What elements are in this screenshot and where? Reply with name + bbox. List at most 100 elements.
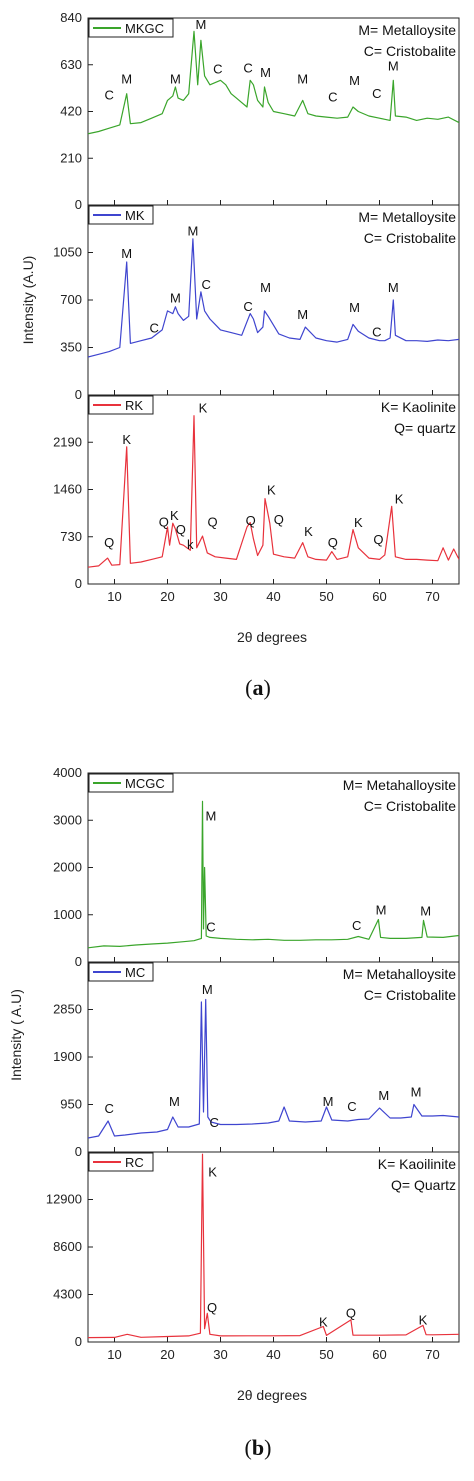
peak-label-rk: K	[267, 483, 276, 498]
peak-label-mcgc: C	[352, 918, 361, 933]
x-tick-label-rc: 10	[107, 1347, 121, 1362]
peak-label-rk: Q	[246, 513, 256, 528]
y-tick-label-mc: 2850	[53, 1002, 82, 1017]
peak-label-rk: K	[199, 400, 208, 415]
y-tick-label-mkgc: 0	[75, 197, 82, 212]
phase-note-mc: C= Cristobalite	[364, 987, 456, 1003]
peak-label-rk: K	[354, 515, 363, 530]
peak-label-mkgc: M	[260, 65, 271, 80]
y-tick-label-mcgc: 0	[75, 954, 82, 969]
legend-label-mkgc: MKGC	[125, 21, 164, 36]
x-tick-label-rk: 60	[372, 589, 386, 604]
y-tick-label-rc: 0	[75, 1334, 82, 1349]
series-line-mcgc	[88, 800, 459, 949]
caption-b: (b)	[245, 1435, 272, 1460]
panel-mkgc: 0 210 420 630 840 MKGC M= Metalloysite C= Crist…	[60, 10, 460, 212]
x-axis-label-b: 2θ degrees	[237, 1387, 307, 1403]
peak-label-mk: M	[297, 307, 308, 322]
phase-note-mk: M= Metalloysite	[358, 209, 456, 225]
x-tick-label-rk: 40	[266, 589, 280, 604]
peak-label-mk: M	[121, 246, 132, 261]
y-tick-label-mc: 1900	[53, 1049, 82, 1064]
peak-label-mc: M	[411, 1085, 422, 1100]
peak-label-mcgc: C	[206, 919, 215, 934]
legend-box-mcgc	[88, 773, 174, 793]
peak-label-rc: K	[208, 1164, 217, 1179]
peak-label-mkgc: C	[243, 61, 252, 76]
peak-label-mkgc: M	[121, 72, 132, 87]
x-tick-label-rk: 10	[107, 589, 121, 604]
phase-note-mkgc: C= Cristobalite	[364, 43, 456, 59]
y-tick-label-mc: 950	[60, 1097, 82, 1112]
phase-note-mk: C= Cristobalite	[364, 230, 456, 246]
x-tick-label-rc: 50	[319, 1347, 333, 1362]
phase-note-mcgc: C= Cristobalite	[364, 798, 456, 814]
y-tick-label-rc: 8600	[53, 1239, 82, 1254]
peak-label-rk: Q	[207, 514, 217, 529]
x-tick-label-rk: 30	[213, 589, 227, 604]
y-tick-label-rk: 1460	[53, 482, 82, 497]
y-tick-label-rc: 4300	[53, 1287, 82, 1302]
panel-mk: 0 350 700 1050 MK M= Metalloysite C= Cristobal…	[53, 204, 460, 402]
peak-label-rk: Q	[176, 522, 186, 537]
x-tick-label-rc: 70	[425, 1347, 439, 1362]
peak-label-rk: Q	[104, 535, 114, 550]
phase-note-rk: Q= quartz	[394, 420, 456, 436]
legend-label-rk: RK	[125, 398, 143, 413]
peak-label-mk: C	[150, 321, 159, 336]
peak-label-mkgc: M	[297, 72, 308, 87]
x-tick-label-rk: 20	[160, 589, 174, 604]
y-tick-label-mk: 350	[60, 340, 82, 355]
peak-label-mkgc: M	[195, 17, 206, 32]
peak-label-mcgc: M	[376, 902, 387, 917]
peak-label-rk: K	[122, 432, 131, 447]
peak-label-mkgc: C	[105, 87, 114, 102]
peak-label-mc: C	[105, 1101, 114, 1116]
x-tick-label-rc: 40	[266, 1347, 280, 1362]
peak-label-mk: C	[201, 277, 210, 292]
x-tick-label-rk: 70	[425, 589, 439, 604]
series-line-rk	[88, 415, 459, 568]
peak-label-mk: C	[243, 299, 252, 314]
peak-label-rk: k	[187, 537, 194, 552]
peak-label-mc: C	[347, 1099, 356, 1114]
y-tick-label-rk: 2190	[53, 434, 82, 449]
peak-label-rc: K	[419, 1312, 428, 1327]
y-tick-label-mkgc: 420	[60, 104, 82, 119]
y-axis-label-a: Intensity (A.U)	[20, 256, 36, 345]
x-tick-label-rc: 60	[372, 1347, 386, 1362]
x-tick-label-rc: 30	[213, 1347, 227, 1362]
y-tick-label-rc: 12900	[46, 1192, 82, 1207]
phase-note-mc: M= Metahalloysite	[343, 966, 456, 982]
caption-a: (a)	[245, 675, 271, 700]
peak-label-mkgc: M	[388, 58, 399, 73]
peak-label-mk: M	[349, 300, 360, 315]
peak-label-mkgc: C	[328, 89, 337, 104]
y-tick-label-mcgc: 3000	[53, 812, 82, 827]
legend-label-mcgc: MCGC	[125, 776, 165, 791]
x-axis-label-a: 2θ degrees	[237, 629, 307, 645]
y-tick-label-mkgc: 210	[60, 150, 82, 165]
legend-label-rc: RC	[125, 1155, 144, 1170]
legend-label-mc: MC	[125, 965, 145, 980]
y-tick-label-mcgc: 1000	[53, 907, 82, 922]
y-tick-label-mc: 0	[75, 1144, 82, 1159]
peak-label-rc: Q	[346, 1306, 356, 1321]
y-tick-label-mcgc: 4000	[53, 765, 82, 780]
peak-label-rk: Q	[159, 514, 169, 529]
y-tick-label-rk: 730	[60, 529, 82, 544]
peak-label-mk: M	[188, 224, 199, 239]
peak-label-mc: M	[378, 1088, 389, 1103]
peak-label-rc: K	[319, 1315, 328, 1330]
series-line-rc	[88, 1153, 459, 1339]
peak-label-rk: K	[170, 508, 179, 523]
y-tick-label-mkgc: 840	[60, 10, 82, 25]
peak-label-rk: Q	[373, 532, 383, 547]
peak-label-mc: M	[202, 982, 213, 997]
y-tick-label-mk: 700	[60, 292, 82, 307]
y-tick-label-mk: 1050	[53, 245, 82, 260]
peak-label-mc: C	[209, 1115, 218, 1130]
x-tick-label-rk: 50	[319, 589, 333, 604]
peak-label-mkgc: M	[170, 72, 181, 87]
